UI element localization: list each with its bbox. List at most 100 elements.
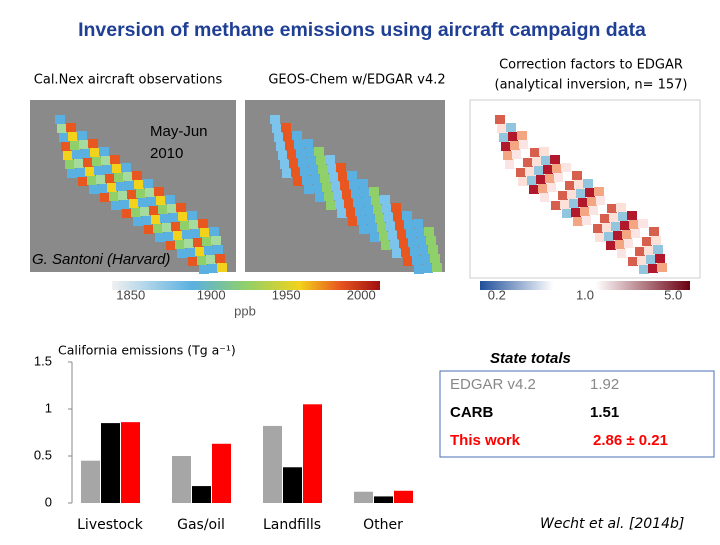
map-credit: G. Santoni (Harvard) xyxy=(32,251,170,268)
map-pixel xyxy=(120,200,130,209)
map-pixel xyxy=(155,233,165,242)
map-pixel xyxy=(355,207,365,216)
map-pixel xyxy=(217,263,227,272)
map-pixel xyxy=(129,199,139,208)
bar xyxy=(121,422,140,503)
map-pixel xyxy=(87,176,97,185)
map-pixel xyxy=(629,220,639,229)
map-pixel xyxy=(315,193,325,202)
map-pixel xyxy=(209,227,219,236)
map-pixel xyxy=(580,207,590,216)
map-pixel xyxy=(573,217,583,226)
map-pixel xyxy=(151,215,161,224)
map-pixel xyxy=(314,147,324,156)
map-pixel xyxy=(413,219,423,228)
map-pixel xyxy=(121,163,131,172)
map-pixel xyxy=(55,115,65,124)
map-pixel xyxy=(519,140,529,149)
map-pixel xyxy=(399,239,409,248)
map-pixel xyxy=(594,187,604,196)
map-pixel xyxy=(543,165,553,174)
map-pixel xyxy=(571,208,581,217)
map-pixel xyxy=(576,189,586,198)
map-pixel xyxy=(211,236,221,245)
map-pixel xyxy=(324,192,334,201)
map-pixel xyxy=(657,263,667,272)
map-header: Correction factors to EDGAR xyxy=(499,58,683,73)
map-pixel xyxy=(565,181,575,190)
map-pixel xyxy=(340,181,350,190)
map-pixel xyxy=(96,175,106,184)
map-pixel xyxy=(154,187,164,196)
map-pixel xyxy=(642,237,652,246)
map-pixel xyxy=(138,198,148,207)
map-pixel xyxy=(144,225,154,234)
map-pixel xyxy=(85,167,95,176)
map-pixel xyxy=(569,199,579,208)
map-pixel xyxy=(118,191,128,200)
map-pixel xyxy=(305,148,315,157)
map-pixel xyxy=(402,211,412,220)
map-pixel xyxy=(607,204,617,213)
y-tick-label: 1.5 xyxy=(34,353,52,368)
map-pixel xyxy=(338,172,348,181)
map-pixel xyxy=(331,182,341,191)
map-pixel xyxy=(74,159,84,168)
map-pixel xyxy=(556,182,566,191)
map-pixel xyxy=(344,199,354,208)
map-pixel xyxy=(617,249,627,258)
map-pixel xyxy=(274,133,284,142)
map-pixel xyxy=(143,179,153,188)
colorbar-tick-label: 1900 xyxy=(197,287,226,302)
map-pixel xyxy=(593,224,603,233)
total-value: 1.51 xyxy=(590,404,619,421)
map-pixel xyxy=(215,254,225,263)
map-pixel xyxy=(322,183,332,192)
map-pixel xyxy=(313,184,323,193)
map-pixel xyxy=(125,181,135,190)
map-pixel xyxy=(59,133,69,142)
map-pixel xyxy=(351,189,361,198)
map-pixel xyxy=(587,197,597,206)
chart-title: California emissions (Tg a⁻¹) xyxy=(58,343,236,358)
colorbar xyxy=(112,281,380,290)
map-pixel xyxy=(292,131,302,140)
map-pixel xyxy=(560,200,570,209)
map-pixel xyxy=(364,206,374,215)
map-pixel xyxy=(501,142,511,151)
map-pixel xyxy=(272,124,282,133)
map-pixel xyxy=(613,231,623,240)
map-pixel xyxy=(591,215,601,224)
map-pixel xyxy=(401,248,411,257)
map-pixel xyxy=(189,220,199,229)
map-pixel xyxy=(171,222,181,231)
map-pixel xyxy=(611,222,621,231)
map-pixel xyxy=(68,132,78,141)
map-pixel xyxy=(180,221,190,230)
map-pixel xyxy=(131,208,141,217)
map-pixel xyxy=(100,193,110,202)
map-pixel xyxy=(77,131,87,140)
map-pixel xyxy=(208,264,218,273)
map-pixel xyxy=(554,173,564,182)
map-pixel xyxy=(122,209,132,218)
bar xyxy=(101,423,120,503)
map-pixel xyxy=(563,172,573,181)
map-pixel xyxy=(375,214,385,223)
map-pixel xyxy=(158,205,168,214)
map-pixel xyxy=(70,141,80,150)
map-pixel xyxy=(506,123,516,132)
map-pixel xyxy=(280,160,290,169)
x-tick-label: Livestock xyxy=(77,517,144,533)
map-pixel xyxy=(337,209,347,218)
map-header: GEOS-Chem w/EDGAR v4.2 xyxy=(268,73,445,88)
map-pixel xyxy=(147,197,157,206)
map-pixel xyxy=(335,200,345,209)
map-pixel xyxy=(393,212,403,221)
map-pixel xyxy=(76,168,86,177)
map-pixel xyxy=(551,201,561,210)
map-pixel xyxy=(523,158,533,167)
map-pixel xyxy=(92,157,102,166)
map-pixel xyxy=(373,205,383,214)
map-pixel xyxy=(63,151,73,160)
